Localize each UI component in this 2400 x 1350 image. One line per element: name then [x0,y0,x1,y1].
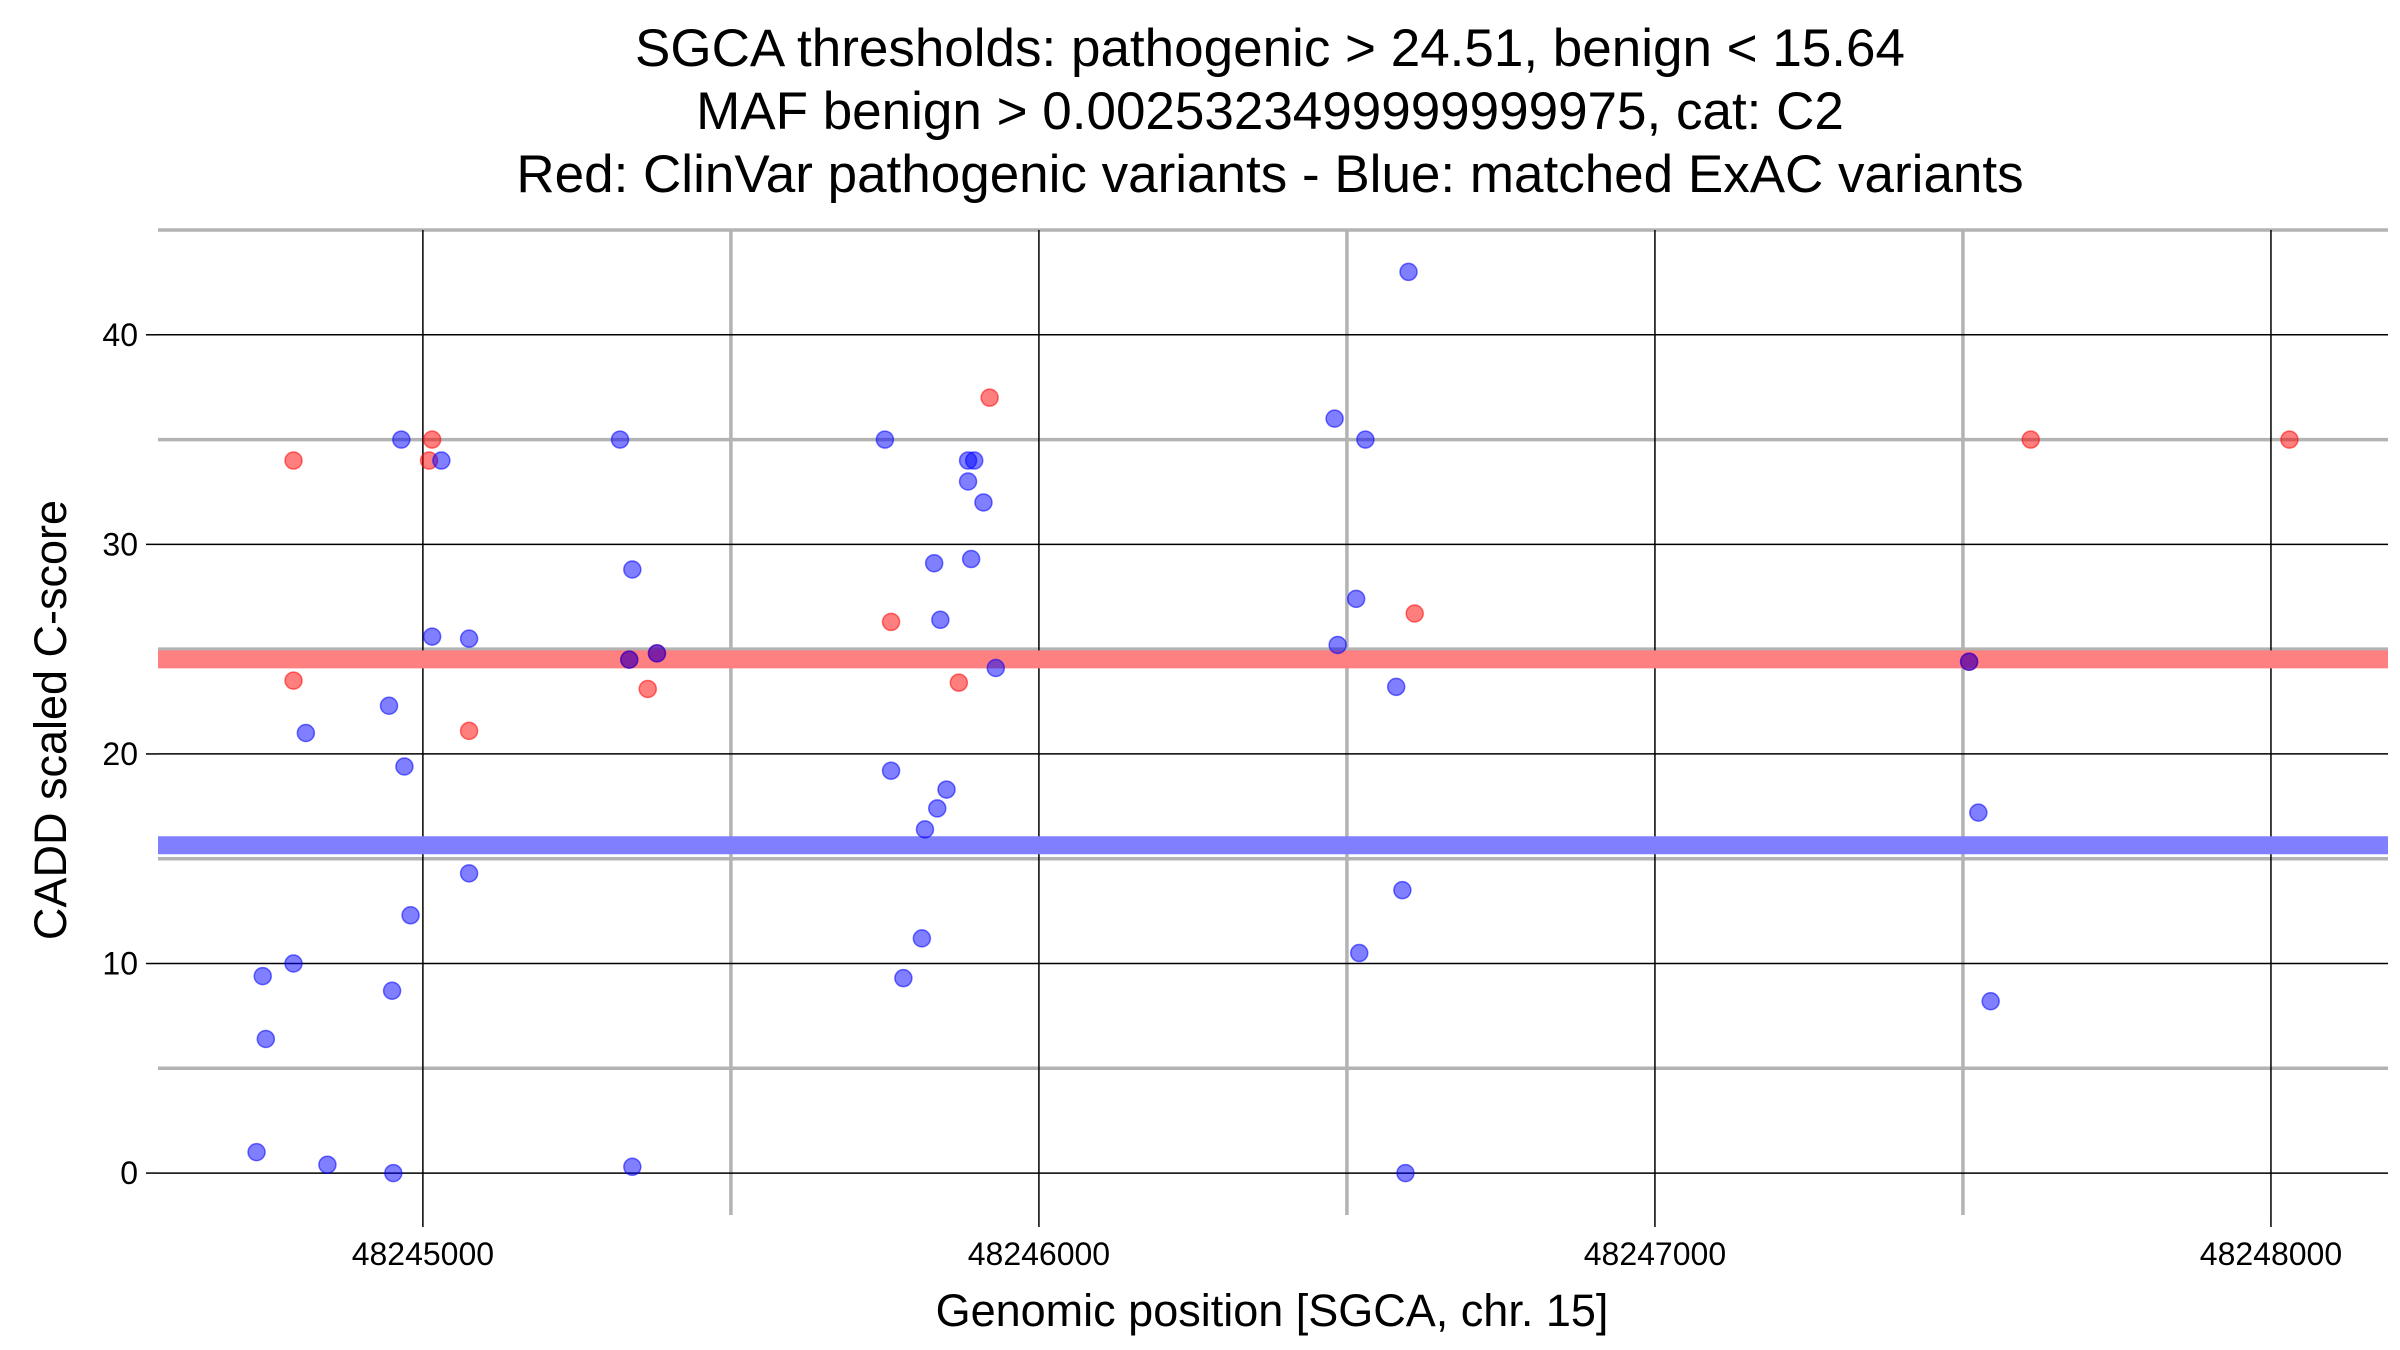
exac-point [384,1163,403,1183]
exac-point [924,553,944,573]
x-tick-label: 48245000 [352,1236,494,1272]
exac-point [894,968,913,988]
title-line-3: Red: ClinVar pathogenic variants - Blue:… [516,145,2023,204]
exac-point [432,451,451,470]
x-tick-label: 48246000 [968,1236,1110,1272]
exac-point [459,864,479,883]
minor-gridlines [158,228,2388,1215]
exac-point [620,650,639,669]
clinvar-point [459,721,479,741]
clinvar-point [638,679,657,699]
exac-point [986,658,1006,678]
exac-point [961,549,981,569]
exac-point [395,757,414,776]
exac-point [401,906,420,925]
y-tick-label: 40 [102,317,138,353]
title-line-2: MAF benign > 0.0025323499999999975, cat:… [696,82,1844,141]
exac-point [1399,262,1418,282]
exac-point [256,1029,276,1049]
exac-point [915,820,935,839]
exac-point [881,761,901,780]
clinvar-point [2021,430,2040,449]
exac-point [296,723,316,743]
exac-point [247,1142,266,1162]
exac-point [964,451,984,470]
exac-point [1969,803,1988,822]
y-tick-label: 30 [102,526,138,562]
exac-point [875,430,895,449]
x-tick-label: 48248000 [2200,1236,2342,1272]
clinvar-point [1405,604,1424,623]
exac-point [1346,589,1366,609]
clinvar-point [422,430,442,449]
y-tick-label: 10 [102,946,138,982]
exac-point [382,981,402,1001]
exac-point [253,966,272,986]
clinvar-point [980,388,999,407]
y-tick-label: 0 [120,1155,138,1191]
exac-point [912,929,932,948]
clinvar-point [949,673,969,692]
exac-point [958,472,978,491]
y-axis-title: CADD scaled C-score [25,500,76,940]
exac-point [1349,943,1369,963]
exac-point [422,627,442,646]
y-axis-ticks: 0 10 20 30 40 [102,317,158,1191]
exac-point [459,629,479,648]
exac-point [937,780,956,799]
data-points [247,262,2299,1183]
exac-point [647,644,667,663]
exac-point [1325,409,1344,428]
exac-point [379,696,399,715]
major-gridlines [158,230,2388,1215]
exac-point [1386,677,1406,697]
exac-point [931,610,950,630]
chart-title: SGCA thresholds: pathogenic > 24.51, ben… [516,19,2023,204]
exac-point [974,493,993,512]
exac-point [928,799,947,818]
exac-point [392,430,411,449]
exac-point [284,954,303,973]
exac-point [623,1157,642,1177]
clinvar-point [284,671,303,690]
exac-point [1393,880,1412,900]
y-tick-label: 20 [102,736,138,772]
clinvar-point [881,612,901,632]
exac-point [1356,430,1375,449]
clinvar-point [2280,430,2299,449]
threshold-lines [158,650,2388,855]
title-line-1: SGCA thresholds: pathogenic > 24.51, ben… [635,19,1905,78]
exac-point [1959,652,1979,671]
exac-point [610,430,630,449]
x-axis-title: Genomic position [SGCA, chr. 15] [936,1285,1609,1336]
exac-point [318,1155,337,1174]
x-tick-label: 48247000 [1584,1236,1726,1272]
clinvar-point [284,451,303,470]
exac-point [1328,635,1347,655]
exac-point [623,560,642,579]
x-axis-ticks: 48245000 48246000 48247000 48248000 [352,1215,2342,1272]
exac-point [1981,991,2000,1011]
exac-point [1396,1163,1415,1183]
